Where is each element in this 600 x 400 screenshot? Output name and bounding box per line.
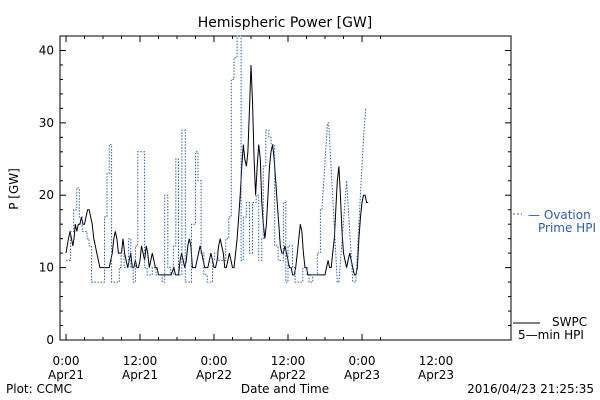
x-tick-label-date: Apr22 <box>270 368 306 382</box>
legend-swpc-label-2: 5—min HPI <box>518 328 584 342</box>
y-tick-label: 40 <box>39 43 54 57</box>
x-tick-label-time: 0:00 <box>349 354 376 368</box>
footer-plot-source: Plot: CCMC <box>6 382 72 396</box>
x-tick-label-time: 0:00 <box>201 354 228 368</box>
x-axis-label: Date and Time <box>241 382 329 396</box>
plot-frame <box>59 35 512 341</box>
x-tick-label-date: Apr21 <box>122 368 158 382</box>
y-tick-label: 10 <box>39 261 54 275</box>
y-tick-label: 30 <box>39 116 54 130</box>
chart-title: Hemispheric Power [GW] <box>198 15 373 31</box>
y-axis: 0 10 20 30 40 <box>39 43 511 347</box>
x-tick-label-date: Apr23 <box>344 368 380 382</box>
y-tick-label: 0 <box>46 333 54 347</box>
x-tick-label-date: Apr23 <box>418 368 454 382</box>
x-tick-label-time: 12:00 <box>419 354 454 368</box>
x-axis: 0:00Apr2112:00Apr210:00Apr2212:00Apr220:… <box>48 36 454 382</box>
legend-ovation-label-2: Prime HPI <box>538 221 596 235</box>
series-swpc-line <box>65 64 369 276</box>
x-tick-label-date: Apr21 <box>48 368 84 382</box>
y-tick-label: 20 <box>39 188 54 202</box>
legend-swpc-label-1: SWPC <box>552 315 587 329</box>
x-tick-label-time: 0:00 <box>53 354 80 368</box>
x-tick-label-date: Apr22 <box>196 368 232 382</box>
footer-timestamp: 2016/04/23 21:25:35 <box>467 382 594 396</box>
y-axis-label: P [GW] <box>7 168 21 210</box>
x-tick-label-time: 12:00 <box>123 354 158 368</box>
x-tick-label-time: 12:00 <box>271 354 306 368</box>
series-ovation-line <box>66 35 367 283</box>
series-layer <box>65 35 369 283</box>
legend-ovation-label-1: — Ovation <box>528 208 591 222</box>
